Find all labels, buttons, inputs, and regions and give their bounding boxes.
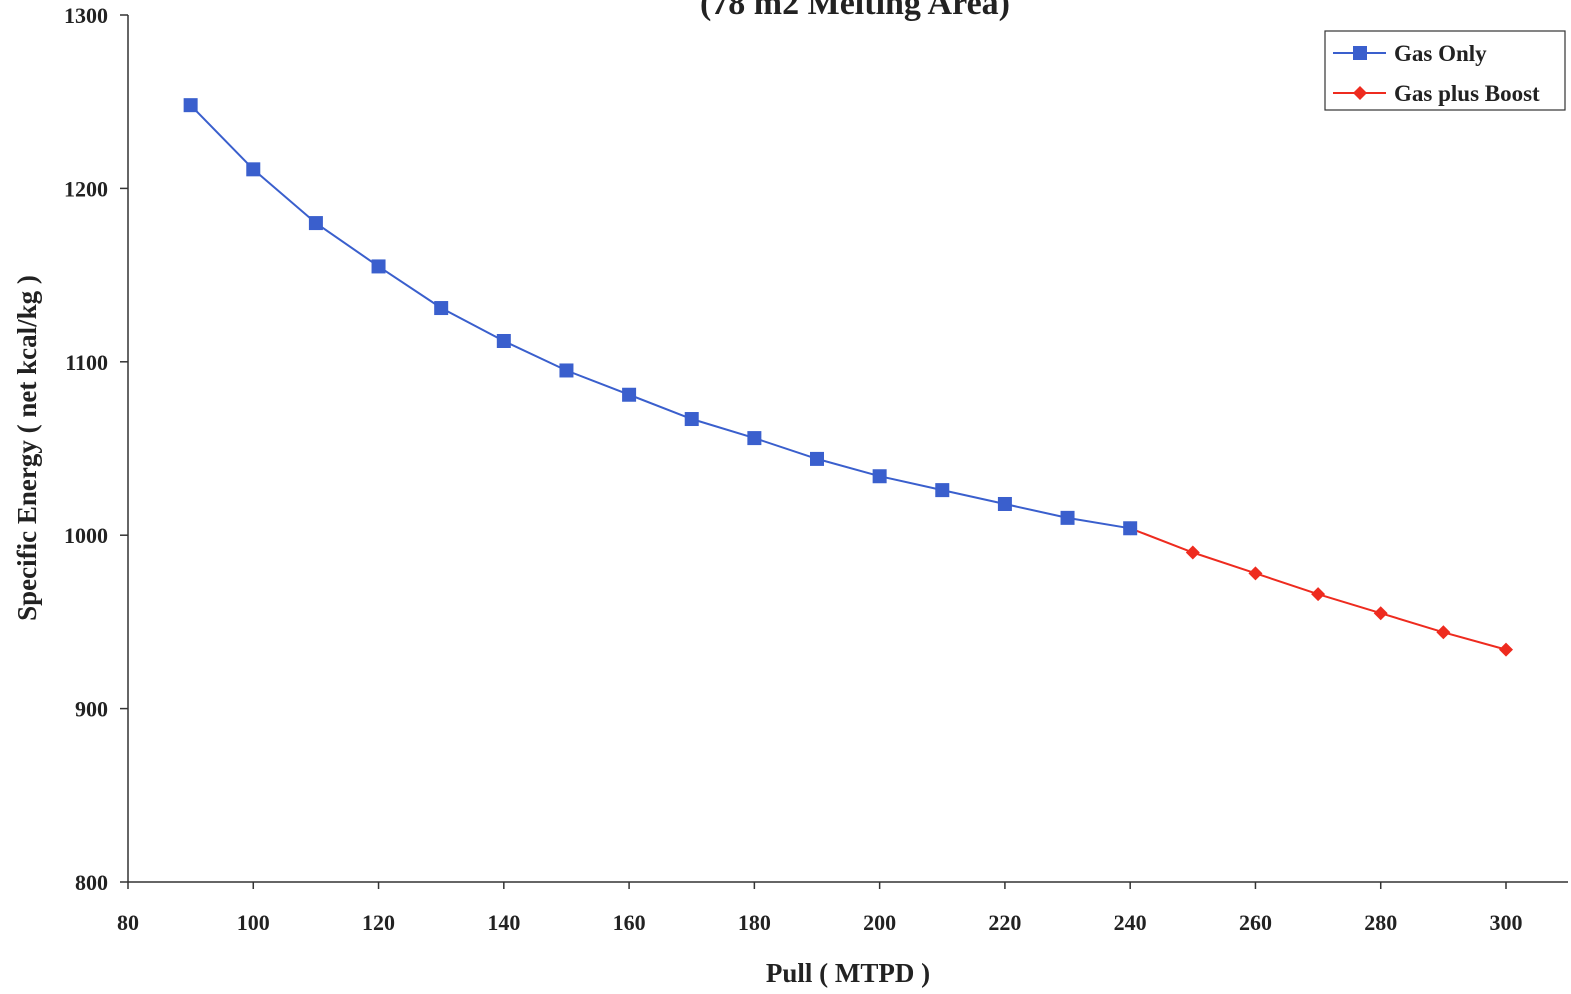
y-tick-label: 1200 [64, 176, 108, 201]
data-point-square [371, 259, 386, 274]
y-tick-label: 1000 [64, 523, 108, 548]
data-point-diamond [1248, 566, 1263, 581]
legend-entry: Gas Only [1333, 41, 1487, 66]
x-tick-label: 240 [1114, 910, 1147, 935]
x-tick-label: 100 [237, 910, 270, 935]
x-axis-title: Pull ( MTPD ) [766, 958, 930, 988]
series-group [183, 98, 1513, 657]
y-tick-label: 900 [75, 697, 108, 722]
data-point-diamond [1499, 642, 1513, 657]
x-tick-label: 160 [613, 910, 646, 935]
data-point-diamond [1436, 625, 1451, 640]
data-point-square [1123, 521, 1138, 536]
data-point-square [747, 431, 762, 446]
series-gas-only [183, 98, 1138, 536]
data-point-square [872, 469, 887, 484]
data-point-diamond [1373, 606, 1388, 621]
data-point-square [559, 363, 574, 378]
data-point-square [246, 162, 261, 177]
data-point-diamond [1353, 86, 1367, 100]
y-tick-label: 800 [75, 870, 108, 895]
series-gas-plus-boost [1123, 521, 1513, 657]
y-tick-label: 1100 [65, 350, 108, 375]
data-point-diamond [1311, 587, 1326, 602]
legend-entry: Gas plus Boost [1333, 81, 1540, 106]
data-point-square [997, 496, 1012, 511]
data-point-square [183, 98, 198, 113]
x-tick-label: 180 [738, 910, 771, 935]
legend-label: Gas plus Boost [1394, 81, 1540, 106]
x-tick-label: 300 [1490, 910, 1523, 935]
x-tick-label: 280 [1364, 910, 1397, 935]
data-point-square [434, 301, 449, 316]
data-point-square [1060, 510, 1075, 525]
y-axis-ticks: 800 900 1000 1100 1200 1300 [64, 3, 128, 895]
legend-box [1324, 30, 1566, 111]
data-point-square [810, 451, 824, 466]
axes [127, 15, 1568, 883]
data-point-square [496, 333, 511, 348]
y-tick-label: 1300 [64, 3, 108, 28]
x-tick-label: 260 [1239, 910, 1272, 935]
x-tick-label: 220 [988, 910, 1021, 935]
data-point-diamond [1185, 545, 1200, 560]
data-point-square [1353, 46, 1367, 60]
chart-title: (78 m2 Melting Area) [700, 0, 1010, 22]
data-point-square [308, 216, 323, 231]
data-point-square [622, 387, 637, 402]
x-tick-label: 200 [863, 910, 896, 935]
series-line [189, 104, 1131, 530]
x-tick-label: 80 [117, 910, 139, 935]
data-point-square [684, 412, 699, 427]
data-point-square [935, 483, 950, 498]
legend-label: Gas Only [1394, 41, 1487, 66]
y-axis-title: Specific Energy ( net kcal/kg ) [12, 275, 42, 621]
legend: Gas Only Gas plus Boost [1324, 30, 1566, 111]
x-axis-ticks: 80 100 120 140 160 180 200 220 240 260 280 300 [117, 882, 1523, 935]
x-tick-label: 120 [362, 910, 395, 935]
x-tick-label: 140 [487, 910, 520, 935]
